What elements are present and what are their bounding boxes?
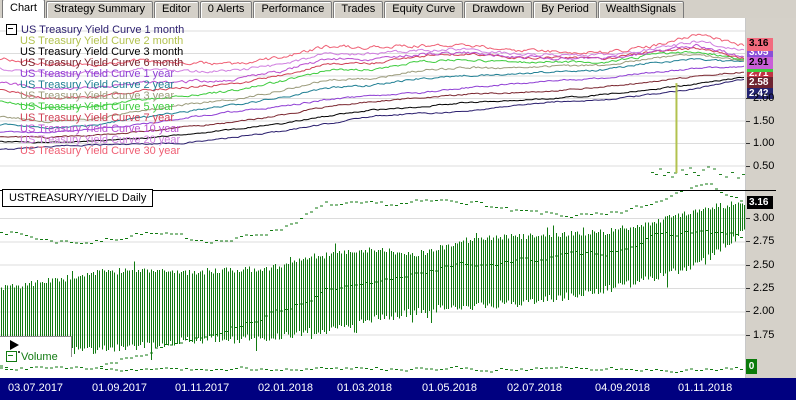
- legend-item-us-treasury-yield-curve-20-year: US Treasury Yield Curve 20 year: [6, 135, 184, 146]
- legend-item-us-treasury-yield-curve-30-year: US Treasury Yield Curve 30 year: [6, 146, 184, 157]
- legend-item-label: US Treasury Yield Curve 6 month: [20, 57, 184, 69]
- axis-label: 2.00: [753, 92, 775, 104]
- date-tick-label: 01.03.2018: [337, 382, 393, 394]
- axis-label: 0.50: [753, 159, 775, 172]
- legend-item-us-treasury-yield-curve-2-month: US Treasury Yield Curve 2 month: [6, 36, 184, 47]
- last-price-label: 3.16: [747, 196, 773, 209]
- tab-wealthsignals[interactable]: WealthSignals: [597, 1, 685, 18]
- axis-label: 1.00: [753, 137, 775, 149]
- legend-item-us-treasury-yield-curve-10-year: US Treasury Yield Curve 10 year: [6, 124, 184, 135]
- tab-0-alerts[interactable]: 0 Alerts: [199, 1, 253, 18]
- legend-item-us-treasury-yield-curve-3-year: US Treasury Yield Curve 3 year: [6, 91, 184, 102]
- price-label: 2.91: [747, 57, 773, 69]
- symbol-title-box: USTREASURY/YIELD Daily: [2, 189, 154, 207]
- legend-item-label: US Treasury Yield Curve 1 year: [20, 68, 175, 80]
- legend-item-us-treasury-yield-curve-7-year: US Treasury Yield Curve 7 year: [6, 113, 184, 124]
- axis-label: 2.50: [753, 258, 775, 271]
- legend-item-us-treasury-yield-curve-1-year: US Treasury Yield Curve 1 year: [6, 69, 184, 80]
- price-label: 3.05: [747, 51, 773, 57]
- legend-item-us-treasury-yield-curve-5-year: US Treasury Yield Curve 5 year: [6, 102, 184, 113]
- tab-trades[interactable]: Trades: [333, 1, 384, 18]
- axis-tick: [746, 334, 750, 336]
- axis-label: 2.75: [753, 235, 775, 248]
- tab-by-period[interactable]: By Period: [533, 1, 597, 18]
- date-axis-bar: 03.07.2017 01.09.2017 01.11.2017 02.01.2018…: [0, 378, 796, 400]
- axis-tick: [746, 98, 750, 99]
- legend-item-us-treasury-yield-curve-3-month: US Treasury Yield Curve 3 month: [6, 47, 184, 58]
- play-icon[interactable]: [10, 340, 19, 350]
- axis-tick: [746, 287, 750, 289]
- tab-equity-curve[interactable]: Equity Curve: [384, 1, 464, 18]
- legend-item-label: US Treasury Yield Curve 2 month: [20, 35, 184, 47]
- legend-item-label: US Treasury Yield Curve 3 month: [20, 46, 184, 58]
- legend-item-us-treasury-yield-curve-1-month: US Treasury Yield Curve 1 month: [6, 23, 185, 36]
- price-label: 2.58: [747, 77, 773, 88]
- axis-tick: [746, 311, 750, 313]
- axis-tick: [746, 218, 750, 219]
- legend-item-label: US Treasury Yield Curve 3 year: [20, 90, 175, 102]
- volume-label: Volume: [21, 351, 58, 363]
- volume-legend: Volume: [6, 350, 58, 363]
- legend-item-label: US Treasury Yield Curve 7 year: [20, 112, 175, 124]
- axis-tick: [746, 264, 750, 266]
- legend-item-label: US Treasury Yield Curve 5 year: [20, 101, 175, 113]
- tab-bar: Chart Strategy Summary Editor 0 Alerts Perfo…: [0, 0, 796, 18]
- legend-item-label: US Treasury Yield Curve 1 month: [21, 24, 185, 36]
- legend-item-label: US Treasury Yield Curve 2 year: [20, 79, 175, 91]
- legend-item-label: US Treasury Yield Curve 30 year: [20, 145, 181, 157]
- axis-label: 2.00: [753, 305, 775, 318]
- volume-collapse-checkbox[interactable]: [6, 350, 17, 362]
- date-tick-label: 04.09.2018: [595, 382, 651, 394]
- date-tick-label: 03.07.2017: [8, 382, 64, 394]
- axis-tick: [746, 143, 750, 144]
- series-legend: US Treasury Yield Curve 1 month US Treasu…: [6, 23, 185, 157]
- legend-collapse-checkbox[interactable]: [6, 23, 17, 35]
- legend-item-label: US Treasury Yield Curve 10 year: [20, 123, 181, 135]
- legend-item-us-treasury-yield-curve-6-month: US Treasury Yield Curve 6 month: [6, 58, 184, 69]
- axis-label: 3.00: [753, 212, 775, 224]
- axis-label: 1.75: [753, 328, 775, 341]
- tab-editor[interactable]: Editor: [154, 1, 199, 18]
- axis-label: 1.50: [753, 114, 775, 127]
- tab-performance[interactable]: Performance: [253, 1, 333, 18]
- price-label: 2.42: [747, 88, 773, 99]
- price-label: [747, 69, 773, 72]
- date-tick-label: 02.07.2018: [507, 382, 563, 394]
- tab-chart[interactable]: Chart: [2, 0, 45, 18]
- price-label: 3.16: [747, 38, 773, 51]
- price-label: 2.71: [747, 72, 773, 77]
- volume-last-value-label: 0: [746, 359, 757, 374]
- legend-item-label: US Treasury Yield Curve 20 year: [20, 134, 181, 146]
- tab-drawdown[interactable]: Drawdown: [464, 1, 533, 18]
- axis-tick: [746, 241, 750, 243]
- price-label-stack: 3.163.052.91 2.712.582.42: [747, 38, 773, 99]
- date-tick-label: 01.11.2018: [678, 382, 733, 394]
- date-tick-label: 01.09.2017: [92, 382, 148, 394]
- pane-divider: [746, 190, 776, 191]
- axis-tick: [746, 165, 750, 167]
- date-tick-label: 01.05.2018: [422, 382, 478, 394]
- axis-label: 2.25: [753, 281, 775, 294]
- date-tick-label: 02.01.2018: [258, 382, 314, 394]
- axis-tick: [746, 120, 750, 122]
- symbol-title: USTREASURY/YIELD Daily: [9, 192, 147, 204]
- legend-item-us-treasury-yield-curve-2-year: US Treasury Yield Curve 2 year: [6, 80, 184, 91]
- chart-canvas[interactable]: [0, 18, 746, 378]
- date-tick-label: 01.11.2017: [175, 382, 230, 394]
- tab-strategy-summary[interactable]: Strategy Summary: [45, 1, 153, 18]
